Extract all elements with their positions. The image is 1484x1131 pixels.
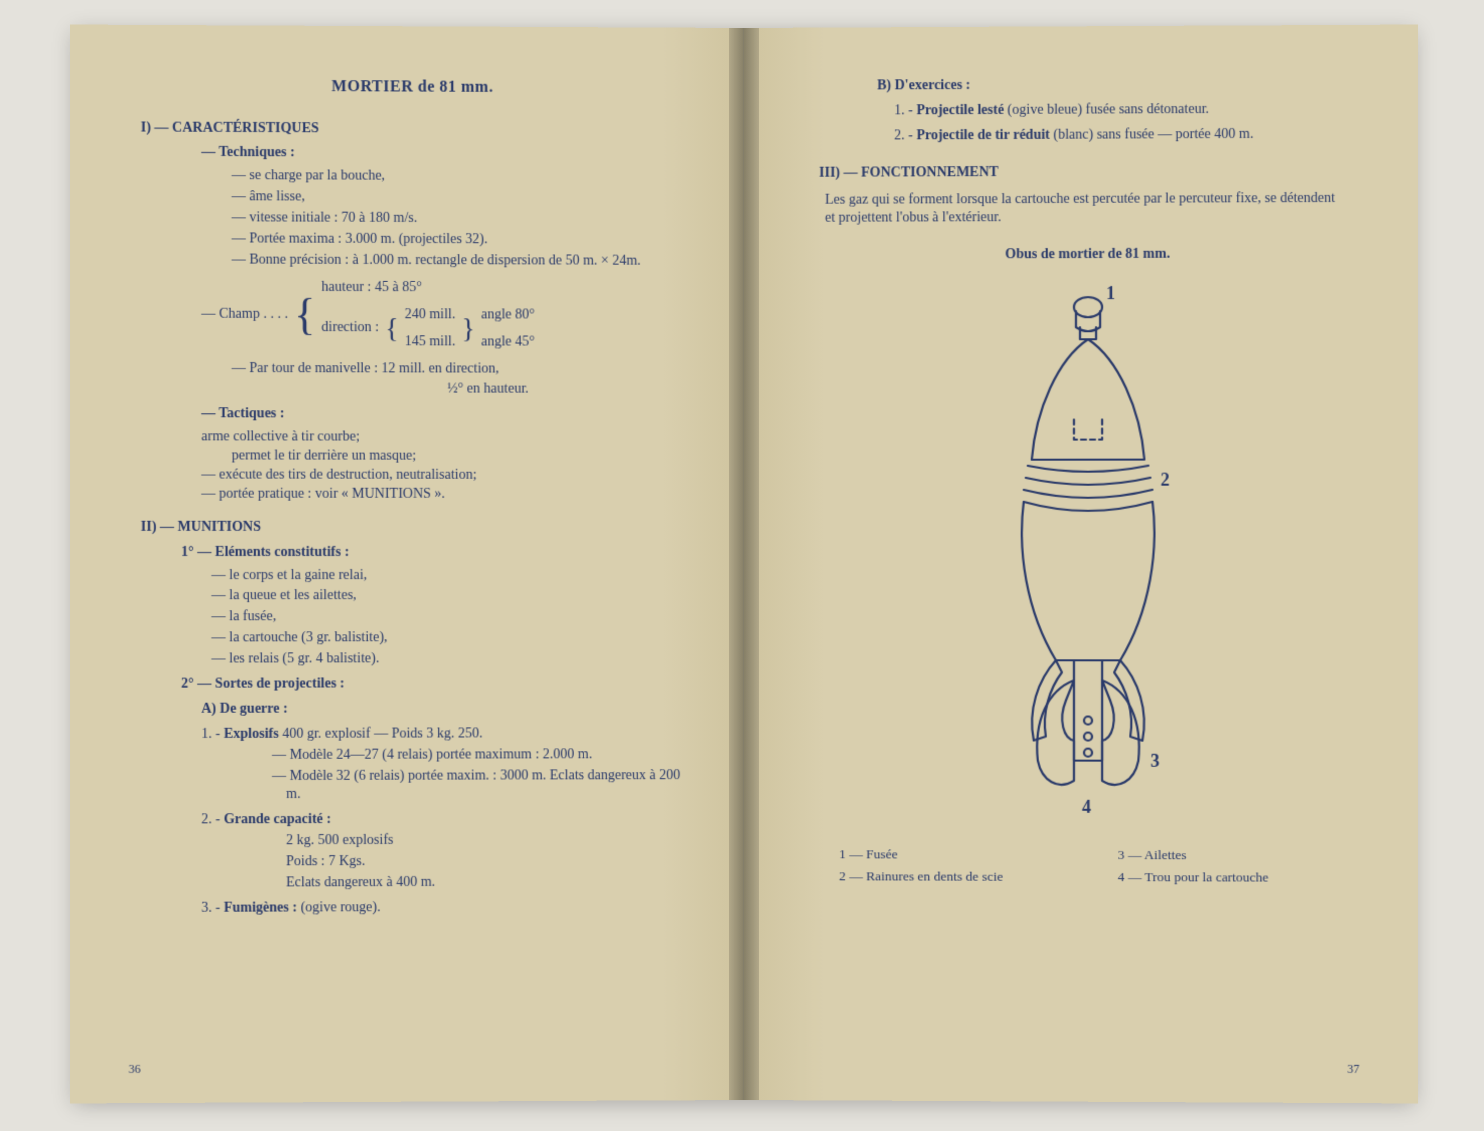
item-text: (ogive bleue) fusée sans détonateur. bbox=[1004, 102, 1209, 118]
item-number: 2. - bbox=[201, 813, 223, 828]
champ-label: — Champ . . . . bbox=[201, 305, 288, 324]
fonctionnement-head: III) — FONCTIONNEMENT bbox=[819, 162, 1357, 183]
champ-ang-col: angle 80° angle 45° bbox=[481, 306, 535, 352]
champ-dir-a: 240 mill. bbox=[405, 306, 456, 325]
page-number: 37 bbox=[1347, 1061, 1359, 1077]
projectile-sublist: — Modèle 24—27 (4 relais) portée maximum… bbox=[272, 746, 683, 806]
exercices-block: B) D'exercices : 1. - Projectile lesté (… bbox=[819, 75, 1357, 146]
page-right: B) D'exercices : 1. - Projectile lesté (… bbox=[744, 25, 1418, 1104]
projectile-item: 2. - Grande capacité : bbox=[201, 810, 683, 830]
svg-text:4: 4 bbox=[1082, 797, 1091, 817]
item-text: (blanc) sans fusée — portée 400 m. bbox=[1050, 127, 1254, 143]
projectile-item: 1. - Explosifs 400 gr. explosif — Poids … bbox=[201, 725, 683, 745]
list-item: — Modèle 24—27 (4 relais) portée maximum… bbox=[272, 746, 683, 766]
list-item: 2 kg. 500 explosifs bbox=[272, 831, 683, 851]
list-item: — Par tour de manivelle : 12 mill. en di… bbox=[232, 360, 683, 380]
tactiques-head: — Tactiques : bbox=[201, 405, 683, 425]
fonctionnement-para: Les gaz qui se forment lorsque la cartou… bbox=[825, 189, 1347, 229]
brace-icon: { bbox=[294, 304, 315, 326]
champ-ang-a: angle 80° bbox=[481, 306, 535, 325]
item-label: Grande capacité : bbox=[224, 812, 331, 827]
item-text: 400 gr. explosif — Poids 3 kg. 250. bbox=[279, 726, 483, 741]
tactiques-list: arme collective à tir courbe; permet le … bbox=[201, 428, 683, 504]
section-2-head: II) — MUNITIONS bbox=[141, 518, 683, 537]
item-number: 1. - bbox=[894, 103, 916, 118]
section-1-head: I) — CARACTÉRISTIQUES bbox=[141, 119, 683, 140]
item-label: Explosifs bbox=[224, 726, 279, 741]
item-number: 2. - bbox=[894, 128, 916, 143]
list-item: — Portée maxima : 3.000 m. (projectiles … bbox=[232, 230, 683, 250]
guerre-head: A) De guerre : bbox=[201, 700, 683, 720]
list-item: permet le tir derrière un masque; bbox=[232, 447, 683, 466]
projectile-item: 3. - Fumigènes : (ogive rouge). bbox=[201, 898, 683, 919]
list-item: — la queue et les ailettes, bbox=[211, 587, 683, 606]
exercice-item: 1. - Projectile lesté (ogive bleue) fusé… bbox=[894, 100, 1357, 121]
techniques-list: — se charge par la bouche, — âme lisse, … bbox=[232, 167, 683, 271]
item-number: 1. - bbox=[201, 727, 223, 742]
list-item: — la cartouche (3 gr. balistite), bbox=[211, 629, 683, 648]
page-number: 36 bbox=[129, 1061, 141, 1077]
projectile-sublist: 2 kg. 500 explosifs Poids : 7 Kgs. Eclat… bbox=[272, 831, 683, 893]
elements-list: — le corps et la gaine relai, — la queue… bbox=[211, 567, 683, 670]
brace-icon: { bbox=[385, 322, 399, 336]
list-item: — Bonne précision : à 1.000 m. rectangle… bbox=[232, 251, 683, 271]
svg-text:1: 1 bbox=[1106, 283, 1115, 303]
list-item: Poids : 7 Kgs. bbox=[272, 852, 683, 872]
page-left: MORTIER de 81 mm. I) — CARACTÉRISTIQUES … bbox=[70, 25, 744, 1104]
list-item: — exécute des tirs de destruction, neutr… bbox=[201, 466, 683, 485]
diagram-title: Obus de mortier de 81 mm. bbox=[819, 245, 1357, 266]
champ-block: — Champ . . . . { hauteur : 45 à 85° dir… bbox=[201, 278, 683, 352]
champ-dir-label: direction : bbox=[321, 319, 379, 338]
svg-text:3: 3 bbox=[1150, 751, 1159, 771]
list-item: — les relais (5 gr. 4 balistite). bbox=[211, 650, 683, 669]
champ-tour-list: — Par tour de manivelle : 12 mill. en di… bbox=[232, 360, 683, 401]
champ-dir-col: 240 mill. 145 mill. bbox=[405, 306, 456, 352]
exercice-item: 2. - Projectile de tir réduit (blanc) sa… bbox=[894, 125, 1357, 146]
list-item: — portée pratique : voir « MUNITIONS ». bbox=[201, 485, 683, 504]
item-label: Fumigènes : bbox=[224, 900, 297, 915]
book-spread: MORTIER de 81 mm. I) — CARACTÉRISTIQUES … bbox=[74, 28, 1414, 1100]
item-text: (ogive rouge). bbox=[297, 900, 380, 915]
exercices-head: B) D'exercices : bbox=[877, 75, 1357, 96]
list-item: ½° en hauteur. bbox=[433, 381, 683, 400]
list-item: — âme lisse, bbox=[232, 188, 683, 209]
champ-hauteur: hauteur : 45 à 85° bbox=[321, 279, 534, 299]
legend-item: 3 — Ailettes bbox=[1118, 846, 1337, 865]
list-item: — vitesse initiale : 70 à 180 m/s. bbox=[232, 209, 683, 229]
mortar-shell-diagram: 1 2 3 4 bbox=[819, 279, 1357, 829]
list-item: — la fusée, bbox=[211, 608, 683, 627]
svg-text:2: 2 bbox=[1160, 470, 1169, 490]
projectiles-head: 2° — Sortes de projectiles : bbox=[181, 675, 683, 695]
champ-dir-b: 145 mill. bbox=[405, 333, 456, 352]
list-item: — Modèle 32 (6 relais) portée maxim. : 3… bbox=[272, 767, 683, 806]
list-item: arme collective à tir courbe; bbox=[201, 428, 683, 448]
shell-svg: 1 2 3 4 bbox=[937, 279, 1239, 822]
legend-item: 1 — Fusée bbox=[839, 845, 1057, 864]
list-item: Eclats dangereux à 400 m. bbox=[272, 873, 683, 893]
item-number: 3. - bbox=[201, 901, 223, 916]
champ-direction-row: direction : { 240 mill. 145 mill. } angl… bbox=[321, 306, 534, 352]
list-item: — se charge par la bouche, bbox=[232, 167, 683, 188]
diagram-legend: 1 — Fusée 3 — Ailettes 2 — Rainures en d… bbox=[819, 845, 1357, 887]
champ-column: hauteur : 45 à 85° direction : { 240 mil… bbox=[321, 279, 534, 352]
item-label: Projectile lesté bbox=[916, 103, 1004, 118]
techniques-head: — Techniques : bbox=[201, 144, 683, 165]
champ-ang-b: angle 45° bbox=[481, 333, 535, 352]
brace-icon: } bbox=[462, 322, 476, 336]
list-item: — le corps et la gaine relai, bbox=[211, 567, 683, 586]
page-title: MORTIER de 81 mm. bbox=[141, 75, 683, 99]
legend-item: 4 — Trou pour la cartouche bbox=[1118, 868, 1337, 887]
item-label: Projectile de tir réduit bbox=[916, 128, 1049, 144]
legend-item: 2 — Rainures en dents de scie bbox=[839, 868, 1057, 887]
elements-head: 1° — Eléments constitutifs : bbox=[181, 544, 683, 563]
